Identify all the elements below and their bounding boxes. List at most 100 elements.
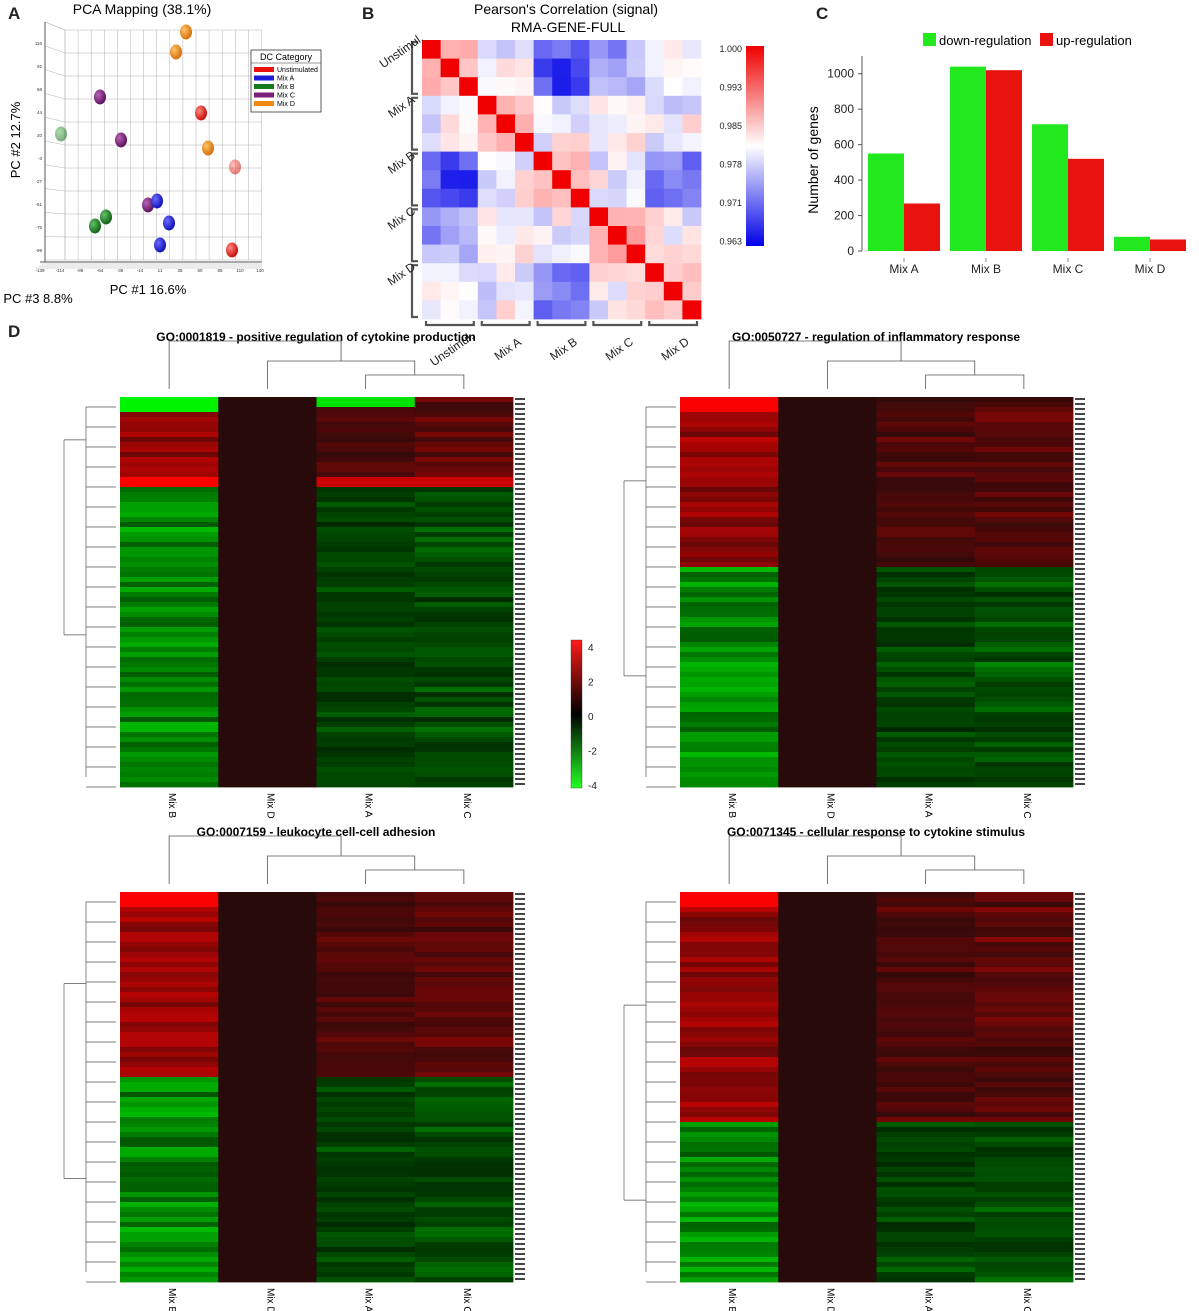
- heatmap-cell: [680, 1212, 779, 1218]
- heatmap-cell: [120, 1222, 219, 1228]
- heatmap-cell: [316, 452, 416, 458]
- heatmap-cell: [218, 1002, 317, 1008]
- heatmap-cell: [778, 577, 877, 583]
- heatmap-cell: [414, 1047, 514, 1053]
- heatmap-gene-label-mark: [515, 638, 525, 640]
- heatmap-cell: [120, 972, 219, 978]
- heatmap-cell: [120, 722, 219, 728]
- heatmap-gene-label-mark: [515, 1113, 525, 1115]
- heatmap-colorbar-tick: 2: [588, 678, 594, 689]
- corr-cell: [440, 263, 460, 283]
- heatmap-cell: [316, 1142, 416, 1148]
- heatmap-cell: [414, 462, 514, 468]
- heatmap-gene-label-mark: [1075, 1073, 1085, 1075]
- heatmap-gene-label-mark: [515, 943, 525, 945]
- heatmap-cell: [680, 1077, 779, 1083]
- heatmap-gene-label-mark: [1075, 1093, 1085, 1095]
- heatmap-cell: [120, 1027, 219, 1033]
- bar-y-tick-label: 0: [847, 244, 854, 258]
- heatmap-cell: [876, 782, 976, 788]
- heatmap-cell: [316, 522, 416, 528]
- heatmap-cell: [316, 1277, 416, 1283]
- corr-cell: [682, 58, 702, 78]
- corr-cell: [570, 226, 590, 245]
- heatmap-cell: [120, 642, 219, 648]
- corr-col-bracket: [592, 321, 643, 327]
- heatmap-cell: [974, 512, 1074, 518]
- heatmap-cell: [316, 942, 416, 948]
- heatmap-cell: [414, 1137, 514, 1143]
- heatmap-cell: [876, 952, 976, 958]
- heatmap-gene-label-mark: [1075, 1133, 1085, 1135]
- heatmap-gene-label-mark: [515, 558, 525, 560]
- heatmap-cell: [316, 1102, 416, 1108]
- heatmap-cell: [120, 1252, 219, 1258]
- heatmap-gene-label-mark: [515, 1073, 525, 1075]
- heatmap-cell: [414, 432, 514, 438]
- corr-cell: [682, 170, 702, 190]
- heatmap-cell: [876, 1082, 976, 1088]
- heatmap-cell: [120, 502, 219, 508]
- corr-cell: [422, 151, 441, 171]
- heatmap-cell: [974, 627, 1074, 633]
- corr-cell: [645, 170, 665, 190]
- corr-cell: [440, 188, 460, 208]
- heatmap-cell: [316, 687, 416, 693]
- heatmap-cell: [218, 992, 317, 998]
- bar-chart-panel: down-regulation up-regulation Number of g…: [805, 33, 1186, 276]
- heatmap-cell: [120, 1072, 219, 1078]
- corr-cell: [459, 133, 479, 152]
- heatmap-cell: [218, 782, 317, 788]
- heatmap-cell: [778, 1037, 877, 1043]
- heatmap-gene-label-mark: [515, 478, 525, 480]
- corr-cell: [589, 58, 609, 78]
- heatmap-gene-label-mark: [515, 1098, 525, 1100]
- corr-cell: [477, 207, 497, 227]
- heatmap-cell: [876, 767, 976, 773]
- corr-cell: [682, 40, 702, 59]
- heatmap-cell: [316, 1037, 416, 1043]
- heatmap-gene-label-mark: [515, 508, 525, 510]
- heatmap-gene-label-mark: [515, 423, 525, 425]
- heatmap-cell: [974, 1252, 1074, 1258]
- heatmap-cell: [974, 622, 1074, 628]
- heatmap-gene-label-mark: [515, 783, 525, 785]
- heatmap-gene-label-mark: [515, 723, 525, 725]
- heatmap-cell: [680, 732, 779, 738]
- heatmap-cell: [414, 632, 514, 638]
- heatmap-cell: [120, 1262, 219, 1268]
- corr-cell: [682, 133, 702, 152]
- heatmap-cell: [120, 662, 219, 668]
- bar-down: [950, 66, 986, 252]
- heatmap-cell: [218, 482, 317, 488]
- corr-subtitle: RMA-GENE-FULL: [511, 19, 626, 35]
- heatmap-cell: [778, 467, 877, 473]
- heatmap-cell: [414, 482, 514, 488]
- heatmap-cell: [876, 482, 976, 488]
- heatmap-cell: [974, 737, 1074, 743]
- heatmap-cell: [120, 597, 219, 603]
- heatmap-cell: [414, 1007, 514, 1013]
- heatmap-cell: [778, 922, 877, 928]
- heatmap-cell: [778, 742, 877, 748]
- heatmap-cell: [218, 667, 317, 673]
- heatmap-cell: [218, 582, 317, 588]
- heatmap-cell: [120, 497, 219, 503]
- heatmap-cell: [120, 567, 219, 573]
- corr-cell: [589, 95, 609, 115]
- correlation-panel: Pearson's Correlation (signal) RMA-GENE-…: [377, 1, 764, 369]
- heatmap-cell: [876, 557, 976, 563]
- heatmap-cell: [778, 1267, 877, 1273]
- heatmap-gene-label-mark: [1075, 1178, 1085, 1180]
- heatmap-cell: [218, 492, 317, 498]
- heatmap-gene-label-mark: [515, 1013, 525, 1015]
- corr-cell: [570, 58, 590, 78]
- heatmap-gene-label-mark: [515, 713, 525, 715]
- heatmap-cell: [778, 747, 877, 753]
- heatmap-cell: [120, 1097, 219, 1103]
- heatmap-gene-label-mark: [515, 678, 525, 680]
- heatmap-cell: [218, 762, 317, 768]
- correlation-matrix: [422, 40, 702, 320]
- heatmap-gene-label-mark: [1075, 1048, 1085, 1050]
- heatmap-cell: [680, 1147, 779, 1153]
